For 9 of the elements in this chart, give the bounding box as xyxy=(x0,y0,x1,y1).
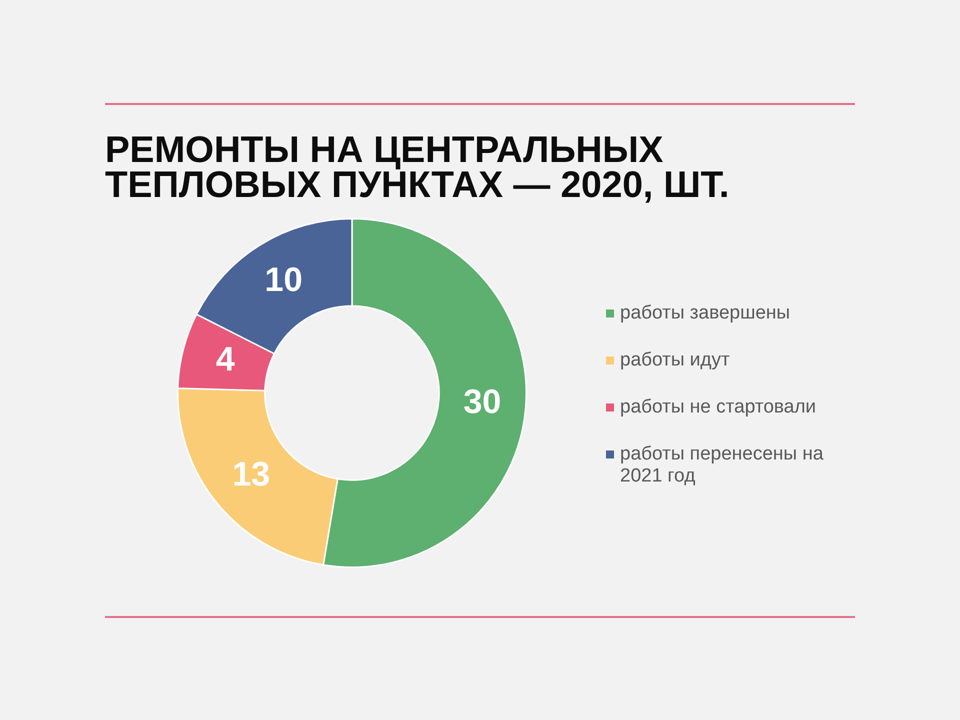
chart-title: РЕМОНТЫ НА ЦЕНТРАЛЬНЫХ ТЕПЛОВЫХ ПУНКТАХ — 2020, ШТ. xyxy=(105,129,730,205)
data-label: 10 xyxy=(264,261,302,300)
data-label: 13 xyxy=(232,455,270,494)
legend-label: работы не стартовали xyxy=(620,396,816,418)
legend-label: работы перенесены на 2021 год xyxy=(620,444,824,487)
data-label: 4 xyxy=(216,340,235,378)
legend-label: работы завершены xyxy=(620,302,790,324)
legend-label: работы идут xyxy=(620,350,730,371)
data-label: 30 xyxy=(463,383,502,422)
